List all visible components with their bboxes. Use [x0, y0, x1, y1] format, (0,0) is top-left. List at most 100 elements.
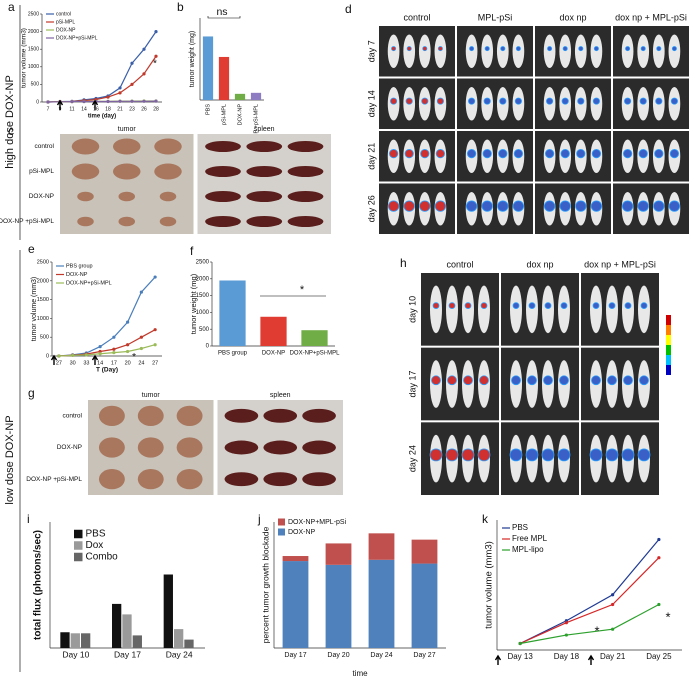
signal [406, 46, 412, 52]
x-tick-label: 7 [47, 106, 50, 112]
y-tick-label: 1500 [196, 293, 210, 299]
bar [234, 93, 246, 100]
panel-letter: b [177, 0, 184, 14]
signal [431, 375, 441, 386]
signal [592, 97, 600, 105]
signal [528, 302, 536, 309]
signal [432, 302, 440, 309]
bar [260, 316, 287, 346]
column-header: tumor [142, 392, 161, 399]
legend-label: DOX-NP [56, 27, 76, 33]
signal [656, 46, 662, 52]
annotation: * [300, 284, 305, 296]
x-tick-label: Day 17 [114, 649, 141, 659]
point [518, 641, 522, 646]
point [106, 95, 110, 99]
point [139, 335, 143, 339]
signal [469, 46, 475, 52]
annotation: * [665, 609, 670, 624]
signal [387, 200, 400, 212]
x-tick-label: PBS [205, 104, 211, 115]
tumor [137, 437, 164, 458]
point [98, 352, 102, 356]
bar [219, 280, 246, 346]
signal [514, 97, 522, 105]
legend-swatch [74, 541, 83, 550]
spleen [246, 216, 283, 227]
bar [60, 632, 70, 648]
y-tick-label: 0 [36, 99, 39, 105]
bar-segment [282, 561, 309, 648]
signal [483, 97, 491, 105]
bar-segment [325, 564, 352, 648]
colorbar [666, 355, 671, 365]
mouse [606, 285, 618, 334]
legend-label: PBS [86, 529, 106, 540]
point [153, 275, 157, 279]
y-tick-label: 2500 [37, 259, 49, 265]
signal [605, 448, 619, 462]
x-tick-label: 14 [97, 360, 103, 366]
row-label: control [62, 413, 82, 420]
signal [625, 46, 631, 52]
row-label: day 26 [366, 195, 376, 222]
signal [589, 448, 603, 462]
legend-label: DOX-NP+pSi-MPL [66, 280, 112, 286]
point [57, 354, 61, 358]
point [118, 86, 122, 90]
legend-label: DOX-NP+pSi-MPL [56, 35, 98, 41]
signal [575, 200, 587, 212]
signal [435, 149, 445, 159]
signal [653, 200, 665, 212]
line [47, 100, 157, 103]
signal [557, 448, 571, 462]
signal [448, 302, 456, 309]
y-axis-title: tumor weight (mg) [189, 31, 196, 87]
signal [639, 375, 649, 386]
legend-label: Free MPL [512, 534, 548, 543]
signal [669, 149, 680, 159]
point [112, 351, 116, 355]
y-tick-label: 500 [40, 335, 49, 341]
signal [513, 149, 524, 159]
mouse [512, 34, 525, 69]
x-tick-label: 16 [93, 106, 99, 112]
y-tick-label: 1500 [28, 47, 39, 53]
signal [592, 302, 600, 309]
point [126, 320, 130, 324]
y-tick-label: 0 [46, 353, 49, 359]
point [98, 345, 102, 349]
bar [112, 603, 122, 648]
signal [422, 46, 428, 52]
mouse [510, 285, 522, 334]
signal [622, 149, 633, 159]
signal [638, 149, 648, 159]
point [82, 99, 86, 104]
annotation: ns [216, 6, 227, 18]
x-tick-label: Day 24 [370, 652, 392, 659]
mouse [590, 285, 602, 334]
spleen [287, 166, 324, 177]
point [130, 99, 134, 103]
legend-label: MPL-lipo [512, 545, 544, 554]
signal [437, 46, 443, 52]
legend-label: Combo [86, 552, 119, 563]
spleen [302, 408, 336, 423]
legend-label: DOX-NP [66, 272, 88, 278]
point [153, 343, 157, 347]
spleen [287, 141, 324, 152]
x-tick-label: Day 27 [413, 652, 435, 659]
panel-letter: h [400, 256, 407, 270]
spleen [246, 141, 283, 152]
signal [497, 200, 509, 212]
signal [391, 46, 397, 52]
signal [608, 302, 616, 309]
row-label: day 24 [407, 445, 417, 472]
legend-swatch [278, 518, 285, 526]
spleen [302, 440, 336, 455]
tumor [176, 405, 203, 426]
signal [463, 375, 473, 386]
point [126, 343, 130, 347]
mouse [668, 34, 681, 69]
signal [466, 149, 477, 159]
